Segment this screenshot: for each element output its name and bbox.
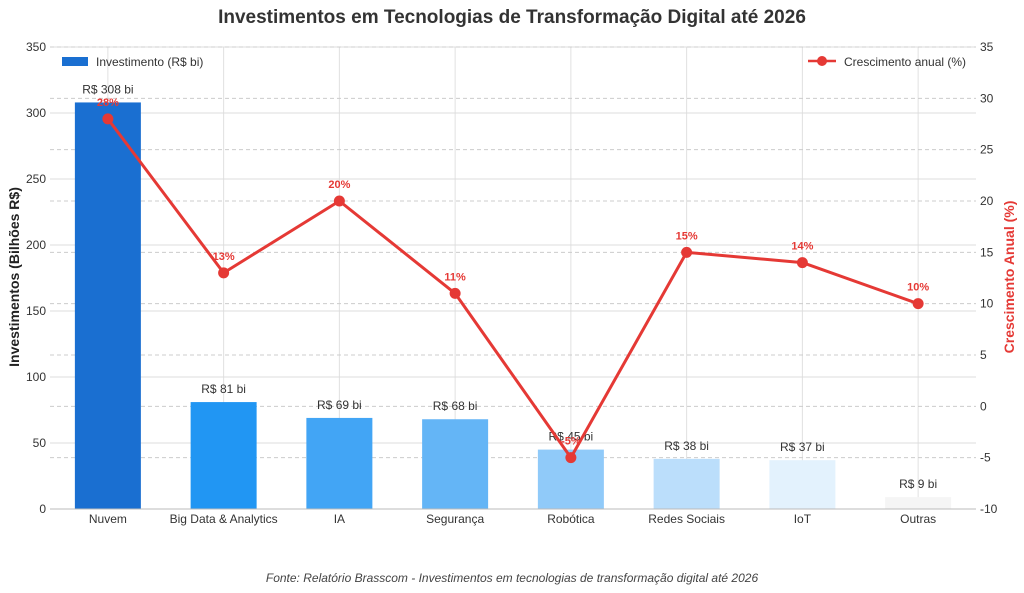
- bar-series: [74, 102, 952, 509]
- y-right-tick-label: -10: [980, 502, 998, 516]
- growth-value-label: 28%: [97, 97, 119, 109]
- bar: [306, 417, 373, 509]
- growth-value-label: 20%: [328, 179, 350, 191]
- y-right-tick-label: 15: [980, 245, 994, 259]
- x-tick-label: Big Data & Analytics: [170, 512, 278, 526]
- y-right-tick-label: 25: [980, 143, 994, 157]
- y-tick-label: 300: [26, 106, 46, 120]
- bar: [653, 458, 720, 509]
- growth-point: [565, 452, 577, 464]
- gridlines: [50, 46, 976, 510]
- growth-point: [449, 287, 461, 299]
- growth-value-label: 10%: [907, 282, 929, 294]
- y-tick-label: 50: [33, 436, 47, 450]
- bar-value-label: R$ 69 bi: [317, 398, 362, 412]
- y-right-tick-label: 0: [980, 399, 987, 413]
- right-axis-ticks: -10 -5 0 5 10 15 20 25 30 35: [980, 40, 998, 516]
- bar: [769, 460, 836, 509]
- bar-value-label: R$ 9 bi: [899, 477, 937, 491]
- x-tick-label: Segurança: [426, 512, 484, 526]
- growth-point: [796, 257, 808, 269]
- growth-value-label: 13%: [213, 251, 235, 263]
- bar: [422, 419, 489, 509]
- line-series: 28% 13% 20% 11% -5% 15% 14% 10%: [97, 97, 929, 464]
- growth-value-label: 11%: [444, 271, 466, 283]
- y-tick-label: 0: [39, 502, 46, 516]
- bar: [190, 402, 257, 509]
- x-tick-label: Robótica: [547, 512, 595, 526]
- x-tick-label: IoT: [794, 512, 812, 526]
- growth-line: [106, 117, 919, 460]
- growth-point: [912, 298, 924, 310]
- y-right-tick-label: 20: [980, 194, 994, 208]
- growth-point: [681, 246, 693, 258]
- y-right-tick-label: 10: [980, 297, 994, 311]
- bar: [885, 497, 952, 509]
- bar-value-label: R$ 37 bi: [780, 440, 825, 454]
- x-tick-label: IA: [334, 512, 345, 526]
- bar-value-label: R$ 68 bi: [433, 399, 478, 413]
- legend-bar-label: Investimento (R$ bi): [96, 55, 203, 69]
- legend-line-marker: [817, 56, 827, 66]
- legend-line: Crescimento anual (%): [808, 55, 966, 69]
- y-right-tick-label: 35: [980, 40, 994, 54]
- x-tick-label: Outras: [900, 512, 936, 526]
- source-note: Fonte: Relatório Brasscom - Investimento…: [266, 571, 759, 585]
- y-tick-label: 100: [26, 370, 46, 384]
- bar-value-label: R$ 308 bi: [82, 82, 133, 96]
- bar: [74, 102, 141, 509]
- growth-point: [218, 267, 230, 279]
- growth-value-label: -5%: [561, 436, 581, 448]
- growth-value-label: 15%: [676, 230, 698, 242]
- y-tick-label: 350: [26, 40, 46, 54]
- y-tick-label: 200: [26, 238, 46, 252]
- x-tick-label: Nuvem: [89, 512, 127, 526]
- legend-bar-swatch: [62, 57, 88, 66]
- growth-point: [333, 195, 345, 207]
- y-tick-label: 150: [26, 304, 46, 318]
- growth-point: [102, 113, 114, 125]
- y-right-tick-label: -5: [980, 451, 991, 465]
- left-axis-ticks: 0 50 100 150 200 250 300 350: [26, 40, 46, 516]
- y-right-tick-label: 5: [980, 348, 987, 362]
- legend-bar: Investimento (R$ bi): [62, 55, 203, 69]
- y-tick-label: 250: [26, 172, 46, 186]
- bar-value-label: R$ 38 bi: [664, 439, 709, 453]
- bar-value-label: R$ 81 bi: [201, 382, 246, 396]
- y-axis-label: Investimentos (Bilhões R$): [6, 187, 22, 367]
- x-axis-ticks: Nuvem Big Data & Analytics IA Segurança Robó…: [89, 512, 936, 526]
- x-tick-label: Redes Sociais: [648, 512, 725, 526]
- chart-title: Investimentos em Tecnologias de Transfor…: [218, 7, 806, 28]
- y-right-tick-label: 30: [980, 91, 994, 105]
- y-axis-right-label: Crescimento Anual (%): [1001, 201, 1017, 354]
- legend-line-label: Crescimento anual (%): [844, 55, 966, 69]
- growth-value-label: 14%: [791, 241, 813, 253]
